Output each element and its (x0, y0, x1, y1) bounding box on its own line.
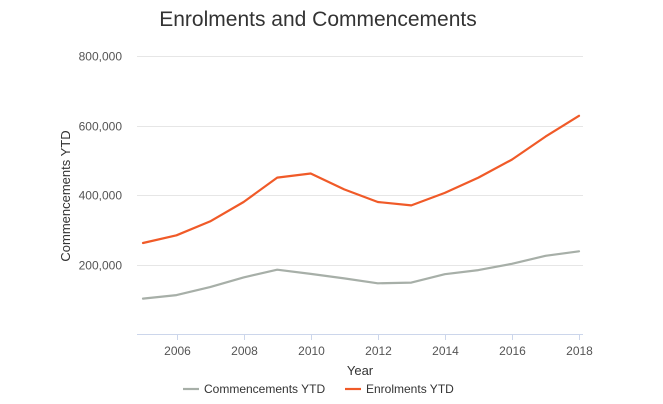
commencements-series-line (141, 250, 581, 300)
y-tick-label: 400,000 (79, 189, 123, 203)
legend-item-commencements[interactable]: Commencements YTD (183, 382, 325, 396)
legend: Commencements YTD Enrolments YTD (183, 382, 454, 396)
legend-item-enrolments[interactable]: Enrolments YTD (345, 382, 454, 396)
x-tick-label: 2010 (298, 344, 325, 358)
axes: 200,000 400,000 600,000 800,000 2006 2008 2010… (79, 50, 594, 359)
enrolments-series-line (141, 114, 581, 245)
x-tick-label: 2008 (231, 344, 258, 358)
x-tick-label: 2014 (432, 344, 459, 358)
legend-label: Commencements YTD (204, 382, 325, 396)
y-tick-label: 200,000 (79, 259, 123, 273)
y-tick-label: 600,000 (79, 120, 123, 134)
x-tick-label: 2018 (566, 344, 593, 358)
legend-label: Enrolments YTD (366, 382, 454, 396)
grid-lines (137, 56, 583, 266)
y-tick-label: 800,000 (79, 50, 123, 64)
x-tick-label: 2012 (365, 344, 392, 358)
y-axis-title: Commencements YTD (58, 130, 73, 261)
x-axis-title: Year (347, 363, 374, 378)
series-lines (141, 114, 581, 300)
chart-title: Enrolments and Commencements (159, 8, 476, 31)
x-tick-label: 2016 (499, 344, 526, 358)
x-tick-label: 2006 (164, 344, 191, 358)
